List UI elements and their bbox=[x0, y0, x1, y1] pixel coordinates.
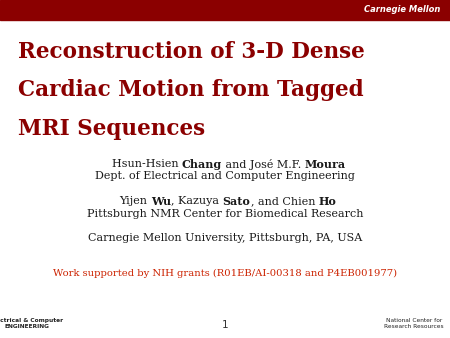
Text: Electrical & Computer
ENGINEERING: Electrical & Computer ENGINEERING bbox=[0, 318, 63, 329]
Text: Cardiac Motion from Tagged: Cardiac Motion from Tagged bbox=[18, 79, 364, 101]
Text: Dept. of Electrical and Computer Engineering: Dept. of Electrical and Computer Enginee… bbox=[95, 171, 355, 182]
Text: Carnegie Mellon: Carnegie Mellon bbox=[364, 5, 440, 14]
Text: Wu: Wu bbox=[151, 196, 171, 207]
Text: Moura: Moura bbox=[305, 159, 346, 170]
Text: , and Chien: , and Chien bbox=[251, 196, 319, 206]
Text: Pittsburgh NMR Center for Biomedical Research: Pittsburgh NMR Center for Biomedical Res… bbox=[87, 209, 363, 219]
Text: Hsun-Hsien: Hsun-Hsien bbox=[112, 159, 182, 169]
Text: Reconstruction of 3-D Dense: Reconstruction of 3-D Dense bbox=[18, 41, 365, 63]
Text: Work supported by NIH grants (R01EB/AI-00318 and P4EB001977): Work supported by NIH grants (R01EB/AI-0… bbox=[53, 269, 397, 278]
Text: Chang: Chang bbox=[182, 159, 222, 170]
Bar bbox=[0, 0, 450, 20]
Text: Carnegie Mellon University, Pittsburgh, PA, USA: Carnegie Mellon University, Pittsburgh, … bbox=[88, 233, 362, 243]
Text: 1: 1 bbox=[222, 319, 228, 330]
Text: , Kazuya: , Kazuya bbox=[171, 196, 223, 206]
Text: Ho: Ho bbox=[319, 196, 337, 207]
Text: Sato: Sato bbox=[223, 196, 251, 207]
Text: MRI Sequences: MRI Sequences bbox=[18, 118, 205, 140]
Text: National Center for
Research Resources: National Center for Research Resources bbox=[384, 318, 444, 329]
Text: and José M.F.: and José M.F. bbox=[222, 159, 305, 170]
Text: Yijen: Yijen bbox=[120, 196, 151, 206]
